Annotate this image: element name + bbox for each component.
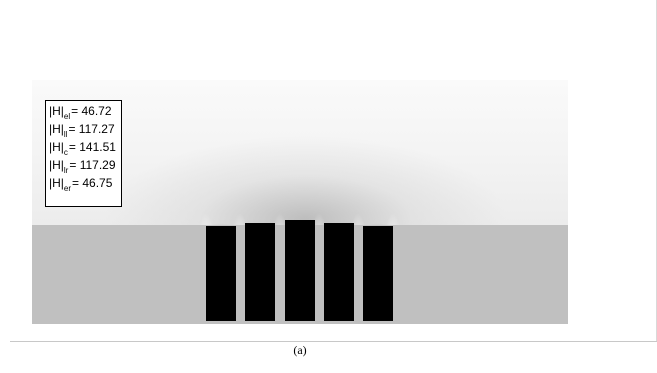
legend-entry-el: |H|el= 46.72 [49, 104, 112, 121]
legend-entry-lr: |H|lr= 117.29 [49, 158, 116, 175]
field-edge-glow-2 [272, 186, 288, 225]
conductor-lr [324, 223, 354, 321]
field-edge-glow-1 [232, 186, 248, 225]
field-edge-glow-4 [350, 186, 366, 225]
field-edge-glow-0 [198, 186, 214, 225]
frame-bottom-border [10, 341, 657, 342]
figure-caption: (a) [293, 343, 307, 357]
conductor-lr-halo [317, 207, 361, 225]
field-edge-glow-3 [311, 186, 327, 225]
legend-entry-c: |H|c= 141.51 [49, 140, 116, 157]
conductor-er [363, 226, 393, 321]
field-glows [198, 186, 401, 225]
conductor-ll-halo [238, 207, 282, 225]
legend-entry-er: |H|er= 46.75 [49, 176, 113, 193]
legend-entry-ll: |H|ll= 117.27 [49, 122, 115, 139]
field-legend: |H|el= 46.72 |H|ll= 117.27 |H|c= 141.51 … [45, 100, 122, 207]
conductor-el [206, 226, 236, 321]
conductor-ll [245, 223, 275, 321]
conductor-c [285, 220, 315, 321]
field-edge-glow-5 [385, 186, 401, 225]
